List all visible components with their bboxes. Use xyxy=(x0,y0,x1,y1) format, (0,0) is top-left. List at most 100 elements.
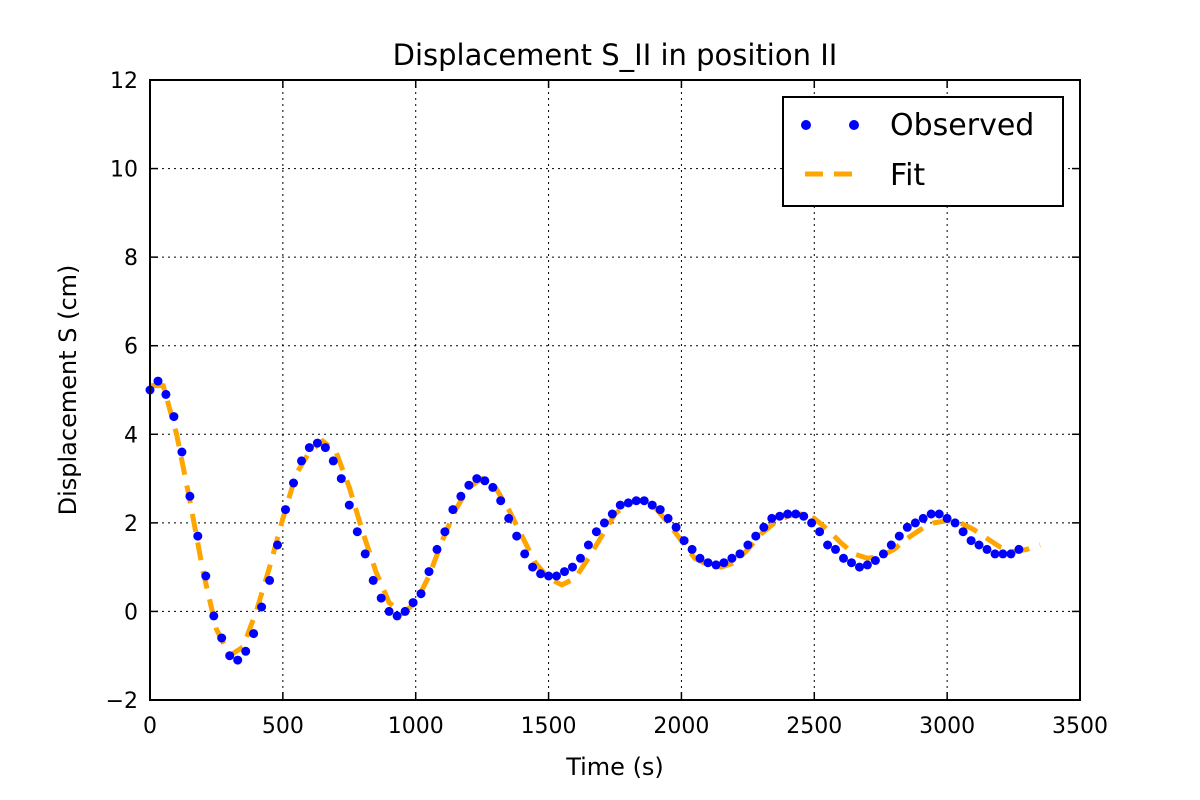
observed-point xyxy=(934,509,944,519)
observed-point xyxy=(512,531,522,541)
x-tick-label: 1500 xyxy=(521,714,577,739)
observed-point xyxy=(312,438,322,448)
observed-point xyxy=(464,480,474,490)
observed-point xyxy=(257,602,267,612)
observed-point xyxy=(297,456,306,466)
observed-point xyxy=(336,474,346,484)
observed-point xyxy=(727,553,737,563)
observed-point xyxy=(352,527,362,537)
observed-point xyxy=(552,571,561,581)
observed-point xyxy=(671,522,681,532)
observed-point xyxy=(273,540,282,550)
plot-area xyxy=(145,376,1041,665)
observed-point xyxy=(910,518,920,528)
x-tick-label: 2500 xyxy=(786,714,842,739)
observed-point xyxy=(926,509,936,519)
observed-point xyxy=(488,482,498,492)
observed-point xyxy=(958,527,968,537)
observed-point xyxy=(225,651,235,661)
observed-point xyxy=(217,633,227,643)
legend-fit-label: Fit xyxy=(890,158,925,193)
observed-point xyxy=(855,562,864,572)
observed-point xyxy=(304,443,314,453)
observed-point xyxy=(711,560,721,570)
observed-point xyxy=(631,496,641,506)
legend-box xyxy=(782,96,1064,207)
observed-point xyxy=(615,500,625,510)
y-tick-label: 10 xyxy=(110,158,138,183)
observed-point xyxy=(759,522,769,532)
observed-point xyxy=(448,505,458,515)
observed-point xyxy=(576,553,585,563)
observed-point xyxy=(360,549,370,559)
observed-point xyxy=(623,498,633,508)
x-tick-label: 2000 xyxy=(653,714,709,739)
observed-point xyxy=(719,558,729,568)
observed-point xyxy=(735,549,745,559)
observed-point xyxy=(432,544,442,554)
observed-point xyxy=(663,513,673,523)
x-tick-label: 0 xyxy=(143,714,157,739)
observed-point xyxy=(870,556,880,565)
observed-point xyxy=(655,505,665,515)
observed-point xyxy=(1014,544,1024,554)
observed-point xyxy=(328,456,338,466)
y-tick-label: 8 xyxy=(124,246,138,271)
y-tick-label: −2 xyxy=(106,689,138,714)
observed-point xyxy=(695,553,705,563)
observed-point xyxy=(400,606,410,616)
observed-point xyxy=(982,544,992,554)
observed-point xyxy=(528,562,538,572)
observed-point xyxy=(647,500,657,510)
observed-point xyxy=(424,567,434,577)
y-tick-label: 4 xyxy=(124,423,138,448)
observed-point xyxy=(496,496,506,506)
observed-point xyxy=(392,611,402,621)
observed-point xyxy=(416,589,426,599)
observed-point xyxy=(862,560,872,570)
observed-point xyxy=(504,513,514,523)
observed-point xyxy=(408,598,418,608)
plot-frame xyxy=(149,79,1081,701)
observed-point xyxy=(791,509,801,519)
fit-series-line xyxy=(150,383,1041,659)
observed-point xyxy=(679,536,689,546)
observed-point xyxy=(998,549,1008,559)
y-axis-label: Displacement S (cm) xyxy=(54,265,82,516)
x-tick-label: 1000 xyxy=(388,714,444,739)
observed-point xyxy=(177,447,187,457)
x-tick-label: 500 xyxy=(262,714,304,739)
legend: Observed Fit xyxy=(782,96,1064,207)
observed-point xyxy=(687,544,697,554)
chart-title: Displacement S_II in position II xyxy=(393,38,838,72)
observed-point xyxy=(974,540,984,550)
observed-point xyxy=(847,558,856,568)
observed-point xyxy=(894,531,904,541)
observed-point xyxy=(751,531,761,541)
observed-point xyxy=(169,412,179,422)
legend-observed-marker-2 xyxy=(849,120,859,130)
observed-point xyxy=(376,593,386,603)
observed-point xyxy=(193,531,203,541)
observed-point xyxy=(520,549,530,559)
observed-point xyxy=(201,571,211,581)
observed-point xyxy=(241,646,251,656)
observed-point xyxy=(185,491,195,501)
observed-point xyxy=(583,540,593,550)
observed-point xyxy=(599,518,609,528)
x-tick-label: 3000 xyxy=(919,714,975,739)
observed-point xyxy=(265,575,275,585)
observed-point xyxy=(902,522,912,532)
observed-point xyxy=(536,569,546,579)
observed-point xyxy=(384,606,394,616)
observed-point xyxy=(289,478,298,488)
observed-point xyxy=(560,567,569,577)
observed-point xyxy=(281,505,290,515)
observed-point xyxy=(320,443,330,453)
x-axis-label: Time (s) xyxy=(565,753,664,781)
observed-point xyxy=(767,513,777,523)
observed-point xyxy=(591,527,601,537)
observed-point xyxy=(950,518,960,528)
